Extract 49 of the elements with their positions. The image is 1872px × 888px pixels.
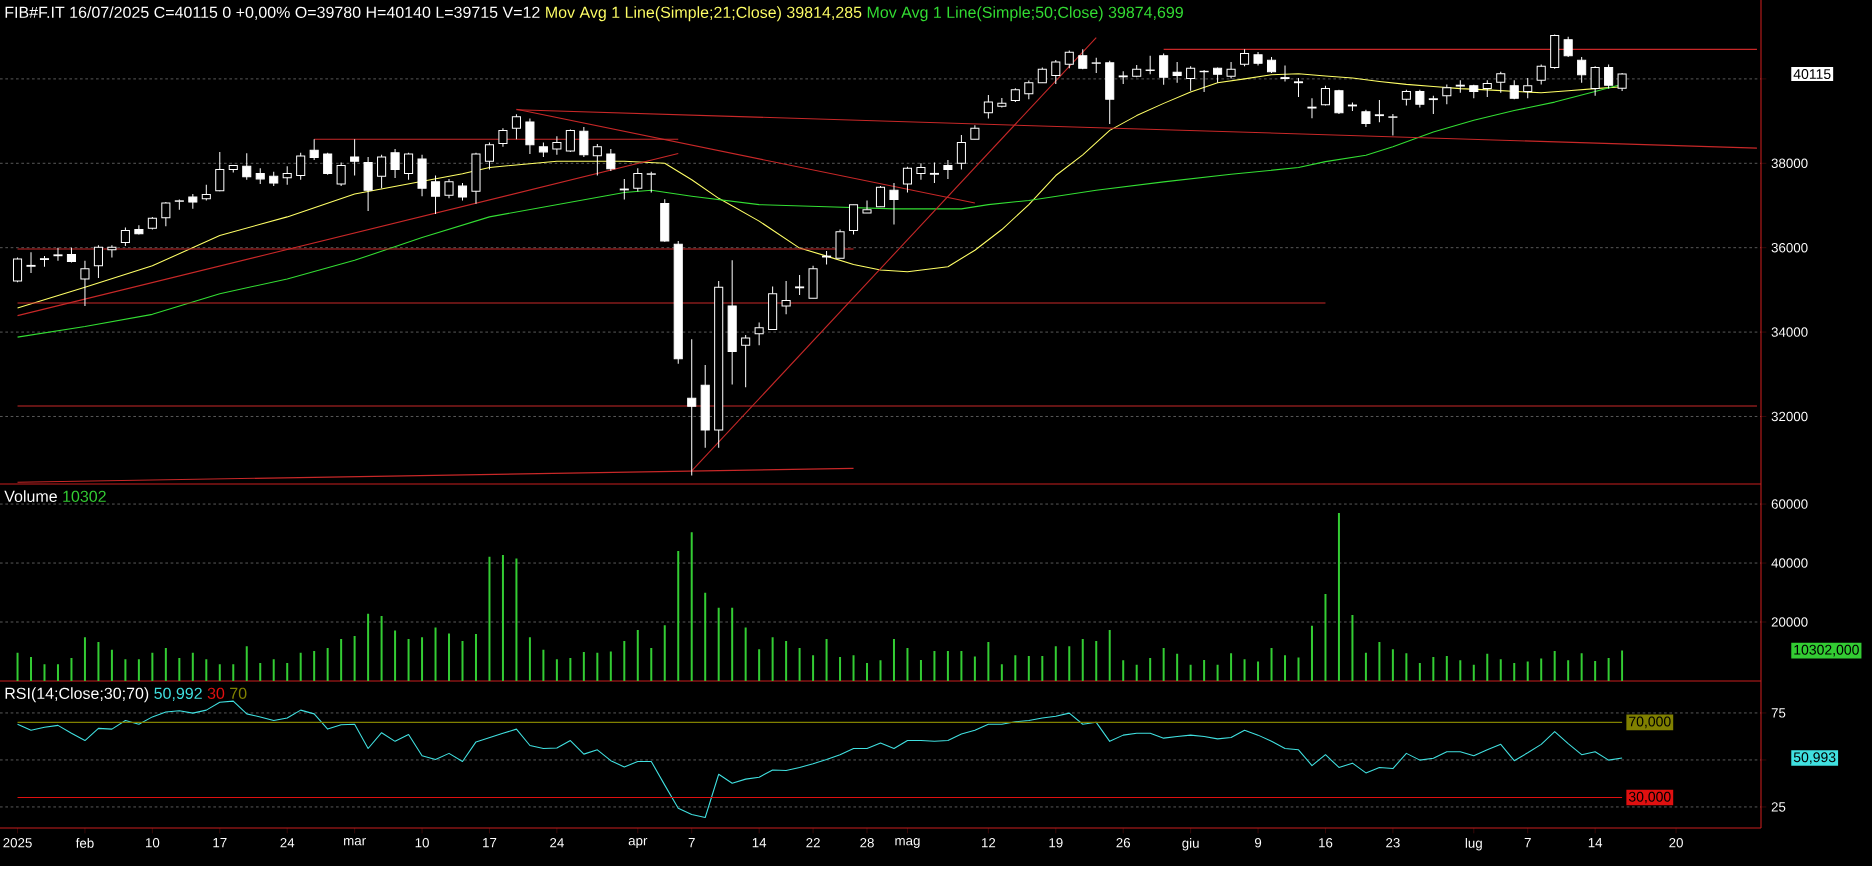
y-tick-label: 25 bbox=[1771, 802, 1786, 812]
y-tick-label: 38000 bbox=[1771, 158, 1808, 169]
x-tick-label: 16 bbox=[1319, 838, 1333, 848]
x-tick-label: 14 bbox=[1588, 838, 1603, 848]
x-tick-label: 24 bbox=[550, 838, 564, 848]
x-tick-label: 24 bbox=[280, 838, 295, 848]
x-tick-label: 22 bbox=[806, 838, 820, 848]
text: Mov Avg 1 Line(Simple;21;Close) 39814,285 bbox=[546, 6, 862, 22]
chart-title: Volume bbox=[4, 490, 57, 503]
y-tick-label: 20000 bbox=[1771, 617, 1808, 627]
text: 40115 bbox=[1793, 69, 1831, 80]
y-tick-label: 60000 bbox=[1771, 499, 1808, 509]
x-tick-label: apr bbox=[628, 838, 648, 848]
x-tick-label: feb bbox=[75, 838, 94, 848]
y-tick-label: 32000 bbox=[1771, 411, 1808, 422]
text: 50,993 bbox=[1793, 752, 1836, 764]
chart-title: RSI(14;Close;30;70) bbox=[5, 687, 149, 703]
x-tick-label: 7 bbox=[1524, 838, 1531, 848]
y-tick-label: 40000 bbox=[1771, 558, 1808, 568]
x-tick-label: mar bbox=[344, 838, 366, 846]
text: 10302,000 bbox=[1794, 644, 1859, 657]
x-tick-label: lug bbox=[1465, 838, 1482, 851]
x-tick-label: 9 bbox=[1254, 838, 1262, 848]
x-tick-label: 12 bbox=[981, 838, 996, 848]
x-tick-label: 2025 bbox=[3, 838, 32, 848]
text: Mov Avg 1 Line(Simple;50;Close) 39874,699 bbox=[867, 6, 1183, 22]
x-tick-label: giu bbox=[1182, 838, 1199, 851]
x-tick-label: 10 bbox=[415, 838, 429, 848]
x-tick-label: 10 bbox=[145, 838, 160, 848]
annotation: 70 bbox=[230, 687, 247, 699]
y-tick-label: 75 bbox=[1771, 708, 1786, 718]
y-tick-label: 34000 bbox=[1771, 327, 1808, 337]
x-tick-label: 17 bbox=[213, 838, 227, 848]
annotation: 30 bbox=[207, 687, 225, 699]
x-tick-label: 19 bbox=[1049, 838, 1063, 848]
x-tick-label: 17 bbox=[483, 838, 497, 848]
x-tick-label: 28 bbox=[860, 838, 874, 848]
x-tick-label: 14 bbox=[752, 838, 767, 848]
ref-line-label: 70,000 bbox=[1629, 716, 1671, 729]
text: 10302 bbox=[63, 490, 106, 503]
chart-title: FIB#F.IT 16/07/2025 C=40115 0 +0,00% O=39780 H=40140 L=39715 V=12 bbox=[5, 6, 540, 20]
x-tick-label: 23 bbox=[1386, 838, 1400, 848]
x-tick-label: 26 bbox=[1116, 838, 1131, 848]
x-tick-label: 20 bbox=[1669, 838, 1683, 848]
ref-line-label: 30,000 bbox=[1628, 791, 1671, 804]
x-tick-label: 7 bbox=[688, 838, 695, 848]
x-tick-label: mag bbox=[895, 838, 920, 848]
y-tick-label: 36000 bbox=[1771, 242, 1808, 253]
series-label: 50,992 bbox=[154, 687, 202, 701]
